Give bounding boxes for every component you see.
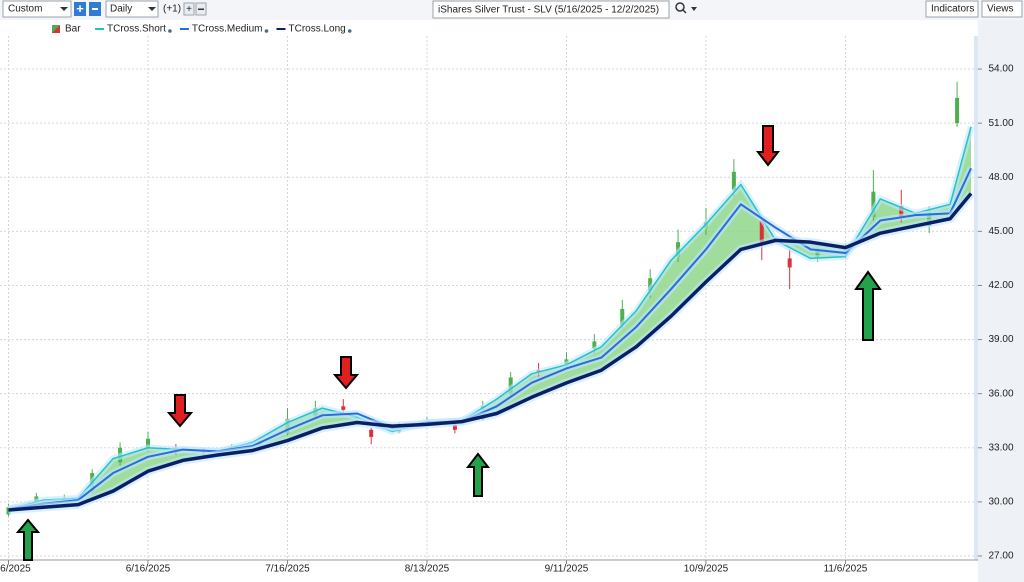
dropdown-icon (691, 7, 697, 11)
symbol-box[interactable] (432, 0, 670, 19)
candle-body (620, 308, 625, 326)
offset-plus[interactable] (183, 2, 195, 16)
indicators-button[interactable] (925, 0, 979, 18)
x-tick-label: 7/16/2025 (265, 564, 310, 575)
interval-text: Daily (110, 4, 132, 15)
legend-dot (347, 29, 352, 33)
y-tick-label: 36.00 (988, 388, 1013, 399)
y-tick-label: 27.00 (988, 551, 1013, 562)
legend-icon (52, 25, 60, 33)
buy-arrow (854, 270, 882, 341)
dropdown-icon (60, 7, 68, 11)
x-tick-label: 11/6/2025 (824, 564, 868, 575)
x-tick-label: 9/11/2025 (545, 564, 589, 575)
indicators-text: Indicators (931, 4, 974, 15)
legend-dot (264, 29, 269, 33)
views-text: Views (987, 4, 1014, 15)
legend-dot (168, 29, 172, 33)
legend-label: TCross.Medium (192, 24, 263, 35)
chart-title: iShares Silver Trust - SLV (5/16/2025 - … (438, 5, 659, 16)
series-line (8, 167, 972, 511)
y-tick-label: 42.00 (988, 280, 1013, 291)
candle-body (369, 429, 374, 437)
y-tick-label: 54.00 (988, 64, 1013, 75)
candle-body (145, 438, 150, 448)
price-axis-panel (978, 20, 1024, 582)
x-tick-label: 8/13/2025 (405, 564, 450, 575)
series-line (8, 192, 973, 512)
candle-body (955, 97, 960, 124)
candle-body (6, 507, 11, 515)
x-tick-label: 5/16/2025 (0, 564, 31, 575)
y-tick-label: 33.00 (988, 442, 1013, 453)
candle-body (592, 341, 597, 349)
candle-body (731, 171, 736, 190)
plot-area (0, 36, 978, 560)
sell-arrow (166, 394, 194, 428)
last-bar-highlight (974, 36, 978, 560)
sell-arrow (755, 125, 781, 167)
buy-arrow (465, 452, 491, 497)
x-tick-label: 6/16/2025 (126, 564, 171, 575)
plus-icon: + (76, 1, 84, 16)
y-tick-label: 51.00 (988, 118, 1013, 129)
period-select[interactable] (2, 0, 72, 18)
buy-arrow (15, 518, 41, 561)
add-button[interactable] (74, 2, 86, 16)
minus-icon (92, 8, 98, 10)
x-tick-label: 10/9/2025 (684, 564, 729, 575)
y-tick-label: 39.00 (988, 334, 1013, 345)
search-icon[interactable] (675, 2, 685, 12)
line-glow (7, 166, 975, 513)
candle-body (759, 220, 764, 244)
views-button[interactable] (981, 0, 1023, 18)
dropdown-icon (148, 7, 156, 11)
y-tick-label: 45.00 (988, 226, 1013, 237)
search-icon (682, 9, 687, 14)
signal-arrows (15, 125, 882, 561)
legend-label: Bar (65, 24, 81, 35)
minus-icon (198, 8, 204, 10)
period-text: Custom (8, 4, 42, 15)
candle-body (899, 206, 904, 217)
candle-body (815, 251, 820, 257)
plus-icon: + (186, 4, 192, 15)
legend-label: TCross.Short (107, 24, 166, 35)
candle-body (787, 258, 792, 268)
interval-select[interactable] (105, 0, 159, 18)
candle-body (452, 424, 457, 430)
y-tick-label: 30.00 (988, 497, 1013, 508)
candle-body (648, 278, 653, 291)
legend-label: TCross.Long (288, 24, 345, 35)
y-tick-label: 48.00 (988, 172, 1013, 183)
offset-text: (+1) (163, 4, 181, 15)
sell-arrow (332, 356, 360, 390)
candle-body (341, 406, 346, 410)
